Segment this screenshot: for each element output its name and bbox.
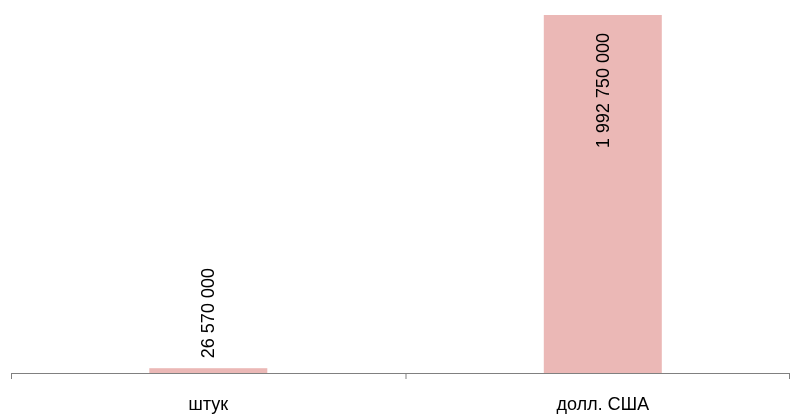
x-axis bbox=[11, 373, 790, 379]
x-tick-labels: штук долл. США bbox=[188, 394, 649, 414]
bar-2 bbox=[543, 15, 662, 373]
data-label-1: 26 570 000 bbox=[198, 268, 218, 358]
data-labels-group: 26 570 000 1 992 750 000 bbox=[198, 33, 613, 358]
bars-group bbox=[149, 15, 662, 373]
data-label-2: 1 992 750 000 bbox=[593, 33, 613, 148]
x-tick-label-2: долл. США bbox=[556, 394, 649, 414]
x-tick-label-1: штук bbox=[188, 394, 228, 414]
bar-1 bbox=[149, 368, 268, 373]
